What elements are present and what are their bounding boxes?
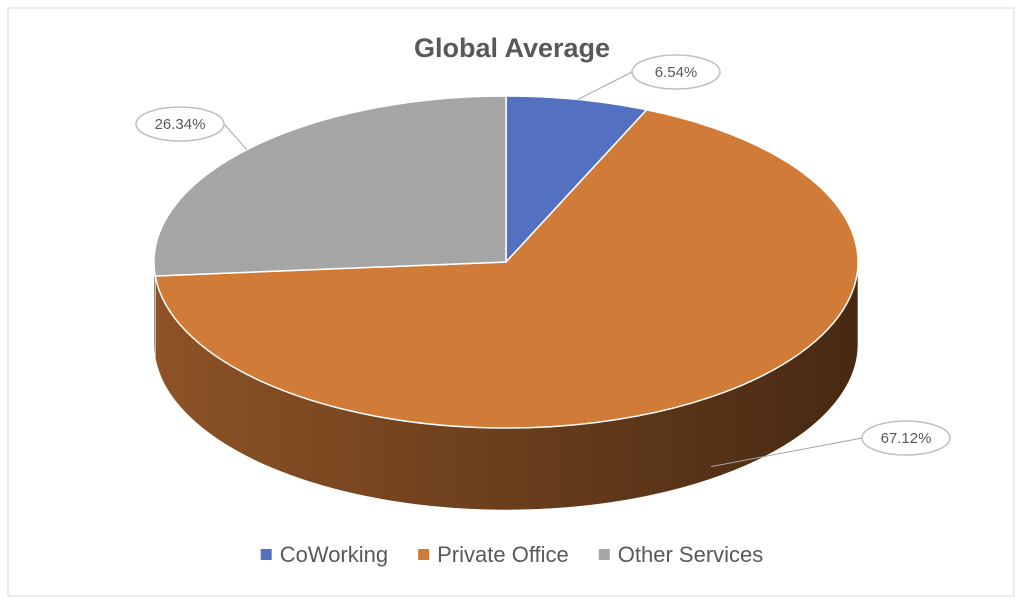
value-label: 26.34% <box>155 116 206 133</box>
leader-line <box>577 71 633 100</box>
legend-label: CoWorking <box>280 542 388 567</box>
legend-swatch <box>418 549 430 560</box>
legend-swatch <box>598 549 610 560</box>
pie-tops <box>153 95 859 429</box>
callout <box>861 420 951 456</box>
legend: CoWorking Private Office Other Services <box>260 542 764 567</box>
legend-label: Private Office <box>437 542 569 567</box>
leader-line <box>711 437 863 468</box>
chart-title: Global Average <box>414 33 610 63</box>
data-labels: 6.54% 67.12% 26.34% <box>135 54 951 468</box>
value-label: 67.12% <box>881 430 932 447</box>
leader-line <box>223 123 248 150</box>
legend-swatch <box>260 549 272 560</box>
pie-slice <box>154 108 859 429</box>
callout <box>135 106 225 142</box>
callout <box>631 54 721 90</box>
value-label: 6.54% <box>655 64 698 81</box>
pie-slice <box>153 95 507 277</box>
legend-label: Other Services <box>618 542 764 567</box>
